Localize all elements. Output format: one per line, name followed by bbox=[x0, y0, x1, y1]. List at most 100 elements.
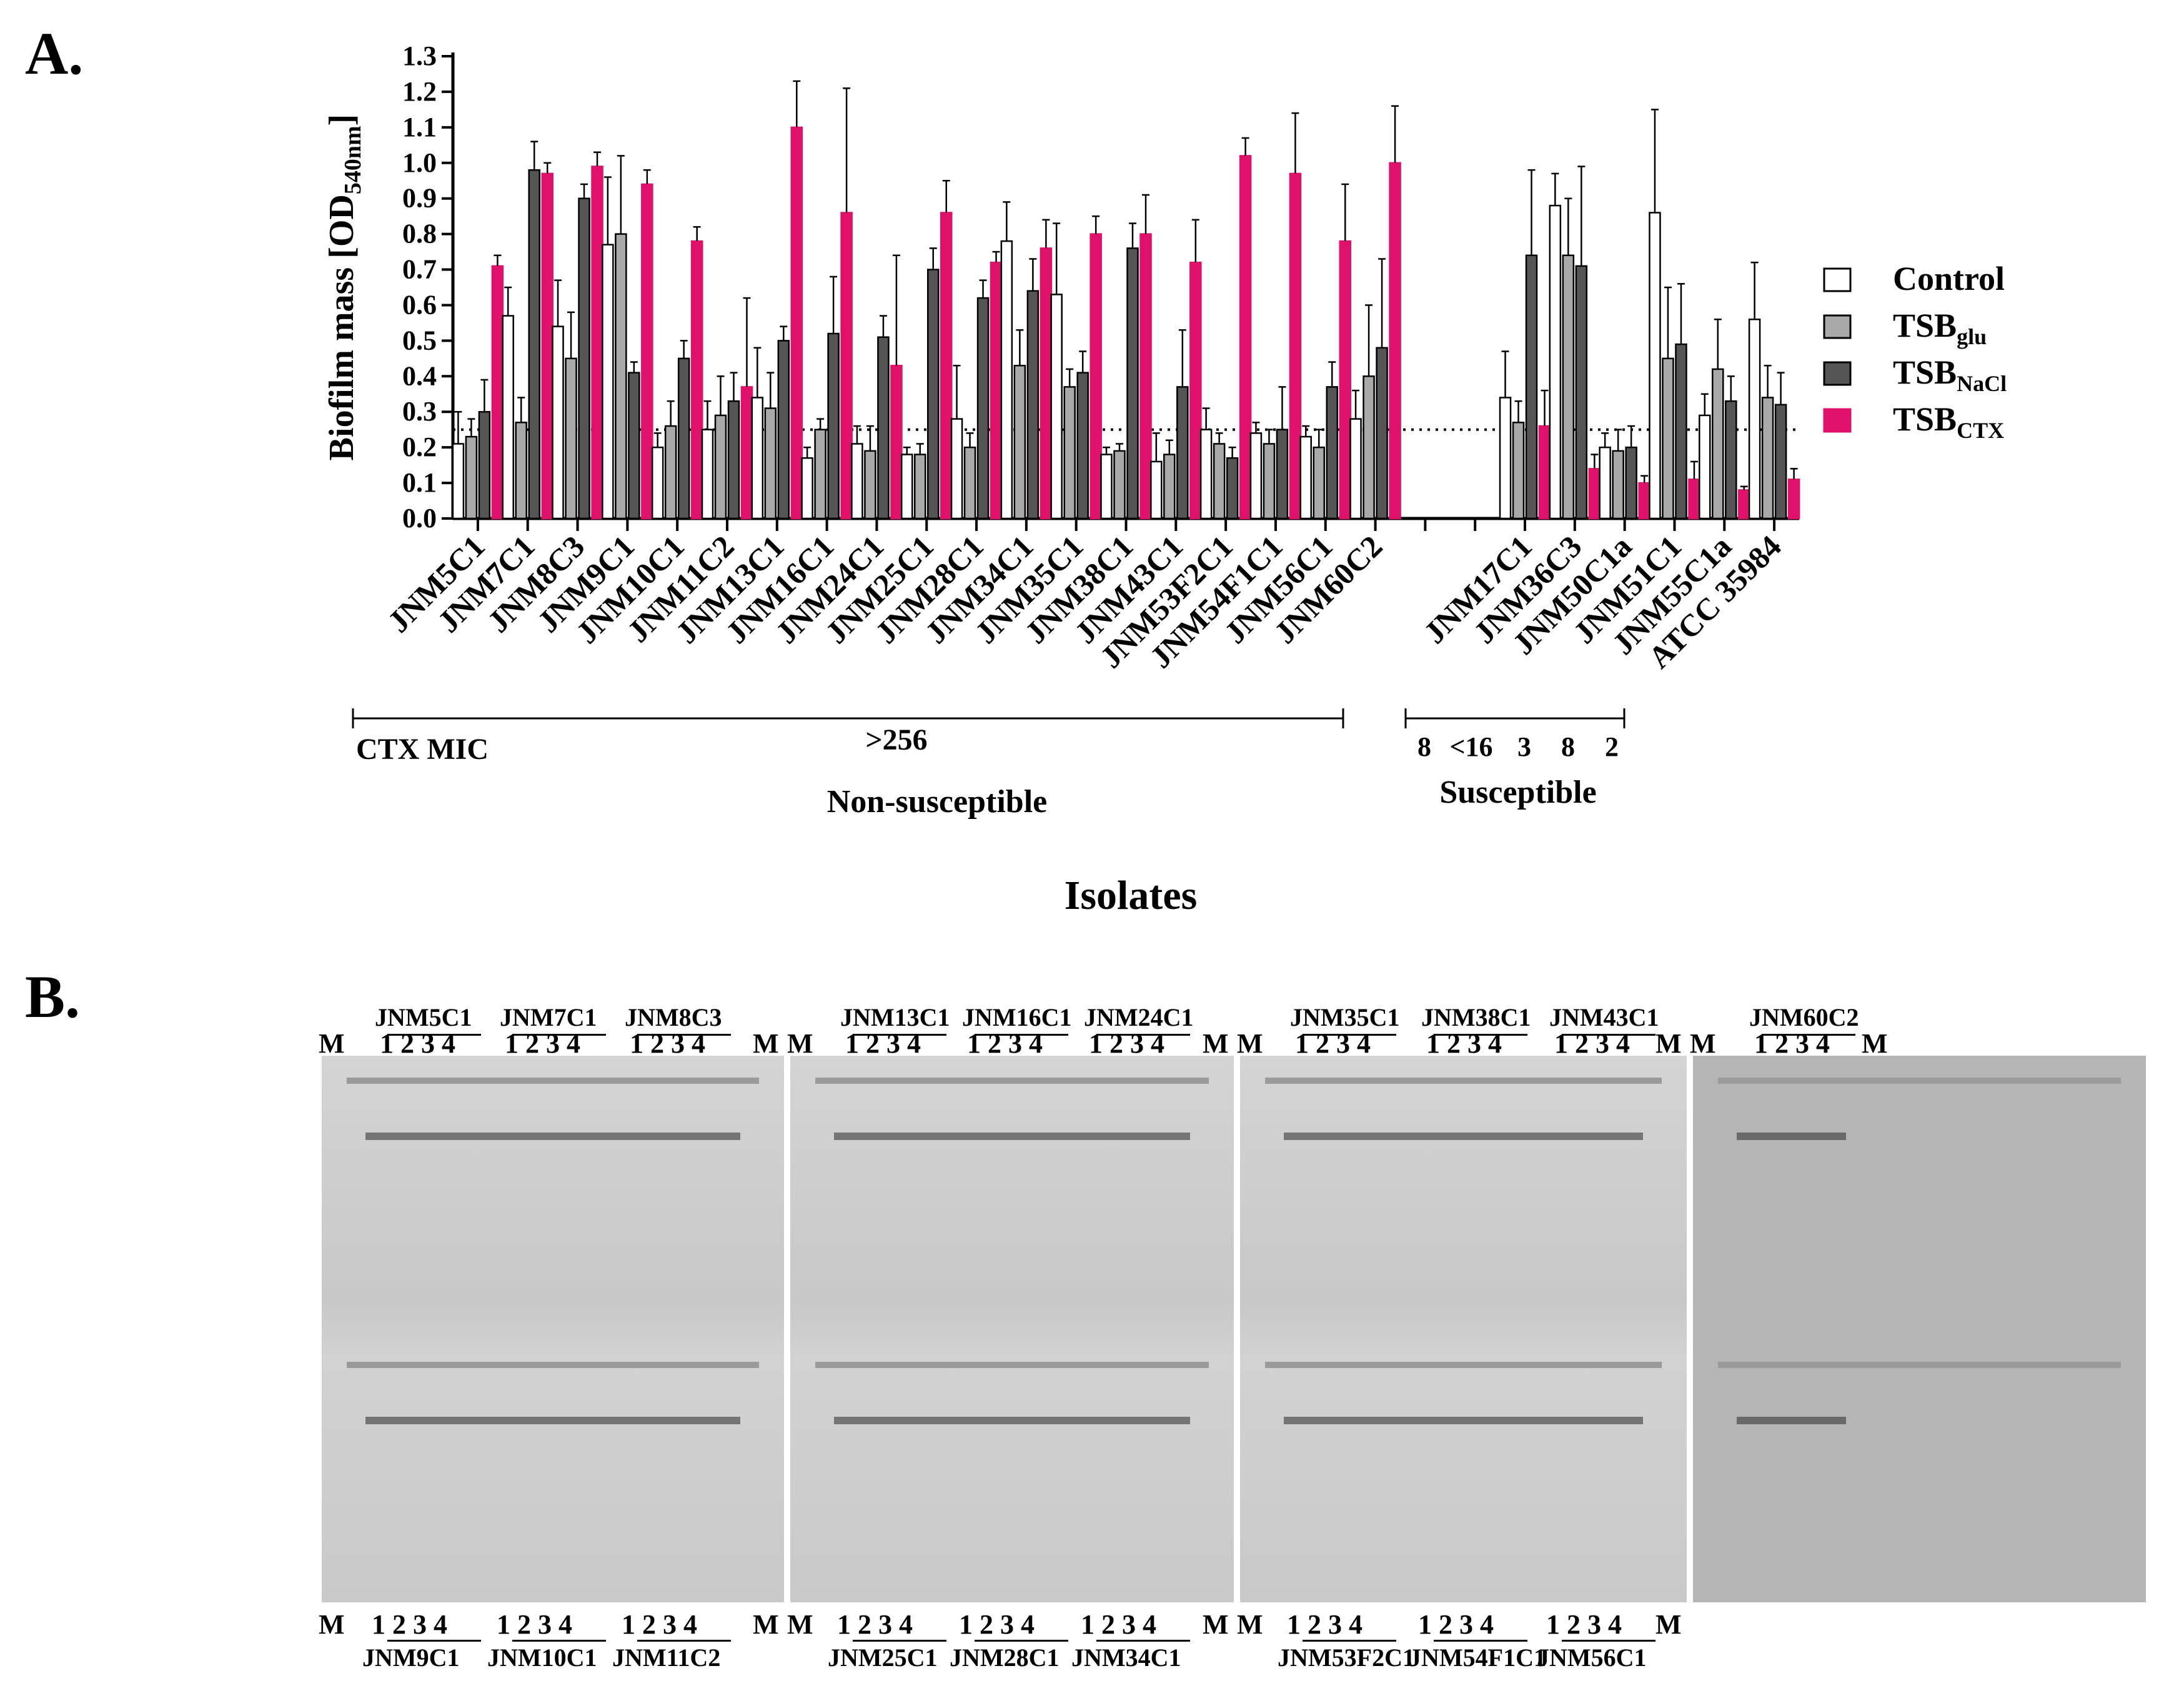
mic-value-susceptible: 3 bbox=[1517, 731, 1531, 762]
legend-swatch bbox=[1823, 408, 1852, 433]
bar bbox=[913, 454, 926, 520]
gel-isolate-underline bbox=[1096, 1640, 1190, 1642]
bar bbox=[1738, 489, 1750, 520]
gel-well-row bbox=[1265, 1362, 1662, 1368]
mic-value-susceptible: <16 bbox=[1449, 731, 1492, 762]
gel-well-row bbox=[1718, 1362, 2121, 1368]
gel-well-row bbox=[1265, 1078, 1662, 1084]
marker-lane-label: M bbox=[1690, 1028, 1716, 1059]
bar bbox=[1712, 368, 1724, 520]
bar bbox=[1575, 265, 1588, 520]
bar bbox=[1549, 204, 1562, 520]
y-tick-label: 0.3 bbox=[402, 396, 437, 427]
bar bbox=[1213, 443, 1226, 520]
y-tick-label: 0.2 bbox=[402, 432, 437, 462]
bar bbox=[1512, 422, 1525, 520]
legend-swatch bbox=[1823, 267, 1852, 292]
bar bbox=[515, 422, 527, 520]
bar bbox=[1189, 261, 1202, 520]
bar bbox=[751, 397, 764, 520]
bar bbox=[926, 269, 940, 520]
lane-numbers: 1 2 3 4 bbox=[630, 1028, 705, 1059]
bar bbox=[851, 443, 863, 520]
bar bbox=[1761, 397, 1774, 520]
lane-numbers: 1 2 3 4 bbox=[1754, 1028, 1830, 1059]
gel-image bbox=[322, 1056, 784, 1602]
group-title-nonsusceptible: Non-susceptible bbox=[827, 784, 1047, 820]
biofilm-bar-chart: 0.0 0.1 0.2 0.3 0.4 0.5 0.6 0.7 0.8 0.9 1.0 1.1 1.2 1… bbox=[322, 41, 2007, 918]
bar bbox=[690, 240, 703, 520]
gel-isolate-underline bbox=[853, 1640, 946, 1642]
bar bbox=[1612, 450, 1624, 520]
legend-swatch bbox=[1823, 314, 1852, 339]
lane-numbers: 1 2 3 4 bbox=[837, 1609, 913, 1640]
marker-lane-label: M bbox=[319, 1609, 345, 1640]
gel-isolate-underline bbox=[1303, 1640, 1396, 1642]
bar bbox=[1276, 429, 1289, 520]
bar bbox=[1199, 429, 1213, 520]
lane-numbers: 1 2 3 4 bbox=[1081, 1609, 1156, 1640]
legend-swatch bbox=[1823, 361, 1852, 386]
lane-numbers: 1 2 3 4 bbox=[1295, 1028, 1371, 1059]
bar bbox=[1100, 454, 1113, 520]
y-axis-label: Biofilm mass [OD540nm] bbox=[322, 114, 366, 461]
x-axis-label: Isolates bbox=[1065, 873, 1198, 918]
bar bbox=[1263, 443, 1276, 520]
bar bbox=[840, 212, 853, 520]
marker-lane-label: M bbox=[1237, 1609, 1263, 1640]
bar bbox=[1226, 457, 1239, 520]
bar bbox=[864, 450, 876, 520]
bar bbox=[651, 446, 664, 520]
gel-isolate-underline bbox=[1434, 1640, 1527, 1642]
gel-band-row bbox=[834, 1132, 1190, 1140]
gel-isolate-label-bottom: JNM28C1 bbox=[950, 1644, 1060, 1672]
gel-isolate-underline bbox=[975, 1640, 1068, 1642]
bar bbox=[1026, 290, 1040, 520]
lane-numbers: 1 2 3 4 bbox=[497, 1609, 572, 1640]
bar bbox=[900, 454, 913, 520]
bar bbox=[827, 332, 840, 520]
bar bbox=[801, 457, 813, 520]
gel-band-row bbox=[1284, 1132, 1643, 1140]
group-title-susceptible: Susceptible bbox=[1439, 775, 1596, 810]
y-tick-label: 1.2 bbox=[402, 76, 437, 107]
bar bbox=[890, 364, 903, 520]
y-tick-label: 0.4 bbox=[402, 360, 437, 391]
bar bbox=[940, 212, 953, 520]
bar bbox=[1588, 468, 1601, 520]
bar bbox=[1625, 446, 1637, 520]
gel-isolate-label-bottom: JNM54F1C1 bbox=[1409, 1644, 1546, 1672]
y-tick-label: 0.0 bbox=[402, 503, 437, 533]
gel-isolate-label-bottom: JNM56C1 bbox=[1537, 1644, 1647, 1672]
lane-numbers: 1 2 3 4 bbox=[967, 1028, 1043, 1059]
bar bbox=[1376, 347, 1388, 520]
gel-well-row bbox=[347, 1362, 759, 1368]
marker-lane-label: M bbox=[787, 1028, 813, 1059]
bar bbox=[578, 197, 590, 520]
bar bbox=[976, 297, 990, 520]
bar bbox=[950, 418, 963, 520]
gel-isolate-label-top: JNM43C1 bbox=[1549, 1003, 1659, 1031]
bar bbox=[1326, 386, 1339, 520]
lane-numbers: 1 2 3 4 bbox=[959, 1609, 1035, 1640]
gel-isolate-underline bbox=[1303, 1034, 1396, 1036]
bar bbox=[1150, 460, 1163, 520]
lane-numbers: 1 2 3 4 bbox=[622, 1609, 697, 1640]
bar bbox=[664, 425, 677, 520]
gel-isolate-label-top: JNM38C1 bbox=[1421, 1003, 1531, 1031]
bar bbox=[727, 400, 740, 520]
marker-lane-label: M bbox=[1237, 1028, 1263, 1059]
marker-lane-label: M bbox=[319, 1028, 345, 1059]
bar bbox=[1774, 404, 1787, 520]
y-tick-label: 0.7 bbox=[402, 254, 437, 285]
gel-isolate-label-bottom: JNM53F2C1 bbox=[1278, 1644, 1415, 1672]
bar bbox=[1638, 482, 1650, 520]
gel-isolate-underline bbox=[512, 1640, 606, 1642]
legend-entry: TSBglu bbox=[1893, 307, 1987, 349]
bar bbox=[1363, 375, 1375, 520]
gel-isolate-underline bbox=[1096, 1034, 1190, 1036]
gel-isolate-underline bbox=[637, 1034, 731, 1036]
bar bbox=[541, 172, 553, 520]
bar bbox=[602, 244, 614, 520]
mic-value-susceptible: 8 bbox=[1561, 731, 1575, 762]
